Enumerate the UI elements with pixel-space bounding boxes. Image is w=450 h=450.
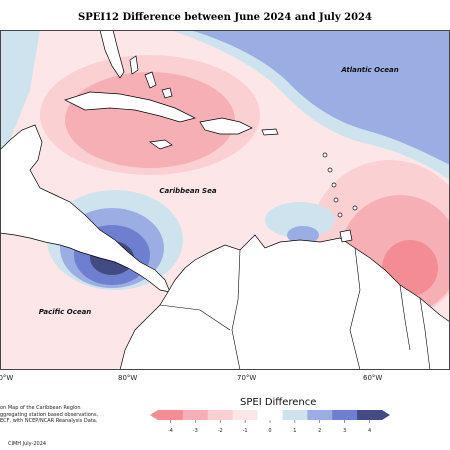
legend-swatch: [158, 410, 184, 420]
bahamas-3: [161, 87, 173, 99]
bahamas-2: [144, 71, 157, 89]
color-legend: -4 -3 -2 -1 0 1 2 3 4: [150, 410, 390, 434]
hispaniola: [199, 117, 253, 135]
map-note: on Map of the Caribbean Region ggregatin…: [0, 405, 120, 425]
venezuela-coast-blue-core: [287, 226, 319, 244]
credit: CIMH July-2024: [8, 441, 47, 447]
lesser-antilles-4: [333, 197, 339, 203]
map-title: SPEI12 Difference between June 2024 and …: [78, 12, 372, 23]
longitude-tick-80w: 80°W: [118, 374, 138, 382]
legend-swatch: [182, 410, 209, 420]
map-note-line-2: ggregating station based observations,: [0, 411, 99, 418]
legend-swatch: [357, 410, 383, 420]
legend-tick-label: 0: [268, 428, 271, 434]
legend-tick-label: 2: [318, 428, 321, 434]
pacific-ocean-label: Pacific Ocean: [39, 308, 92, 316]
barbados: [352, 205, 358, 211]
legend-tick-label: 4: [368, 428, 371, 434]
legend-swatch: [207, 410, 234, 420]
lesser-antilles-1: [322, 152, 328, 158]
legend-tick-label: -1: [243, 428, 248, 434]
legend-tick-label: 1: [293, 428, 296, 434]
map-note-line-3: ECF, with NCEP/NCAR Reanalysis Data.: [0, 418, 98, 424]
lesser-antilles-5: [337, 212, 343, 218]
bahamas-1: [129, 55, 139, 75]
mexico-central-america: [0, 124, 171, 293]
jamaica: [149, 139, 173, 150]
caribbean-sea-label: Caribbean Sea: [159, 187, 216, 195]
spei-difference-map: Atlantic Ocean Caribbean Sea Pacific Oce…: [0, 30, 450, 370]
legend-arrow-left: [150, 410, 158, 420]
country-borders: [159, 247, 431, 370]
lesser-antilles-2: [327, 167, 333, 173]
longitude-tick-60w: 60°W: [363, 374, 383, 382]
legend-swatch: [282, 410, 308, 420]
trinidad: [339, 229, 353, 243]
legend-tick-label: -3: [193, 428, 198, 434]
lesser-antilles-3: [331, 182, 337, 188]
legend-tick-label: -2: [218, 428, 223, 434]
landmasses: [0, 30, 450, 370]
florida: [99, 30, 125, 79]
atlantic-blue-anomaly-core: [190, 30, 450, 165]
legend-swatch: [257, 410, 283, 420]
legend-tick-label: 3: [343, 428, 346, 434]
legend-swatch: [332, 410, 358, 420]
legend-swatch: [307, 410, 333, 420]
legend-swatch: [232, 410, 259, 420]
venezuela-coast-blue: [265, 202, 335, 238]
gulf-light-blue: [0, 30, 40, 150]
map-note-line-1: on Map of the Caribbean Region: [0, 405, 81, 411]
puerto-rico: [261, 128, 279, 136]
legend-title: SPEI Difference: [240, 397, 317, 408]
longitude-tick-70w: 70°W: [237, 374, 257, 382]
legend-tick-label: -4: [168, 428, 173, 434]
cuba: [64, 91, 196, 123]
legend-arrow-right: [382, 410, 390, 420]
atlantic-ocean-label: Atlantic Ocean: [340, 66, 398, 74]
longitude-tick-90w: 90°W: [0, 374, 14, 382]
